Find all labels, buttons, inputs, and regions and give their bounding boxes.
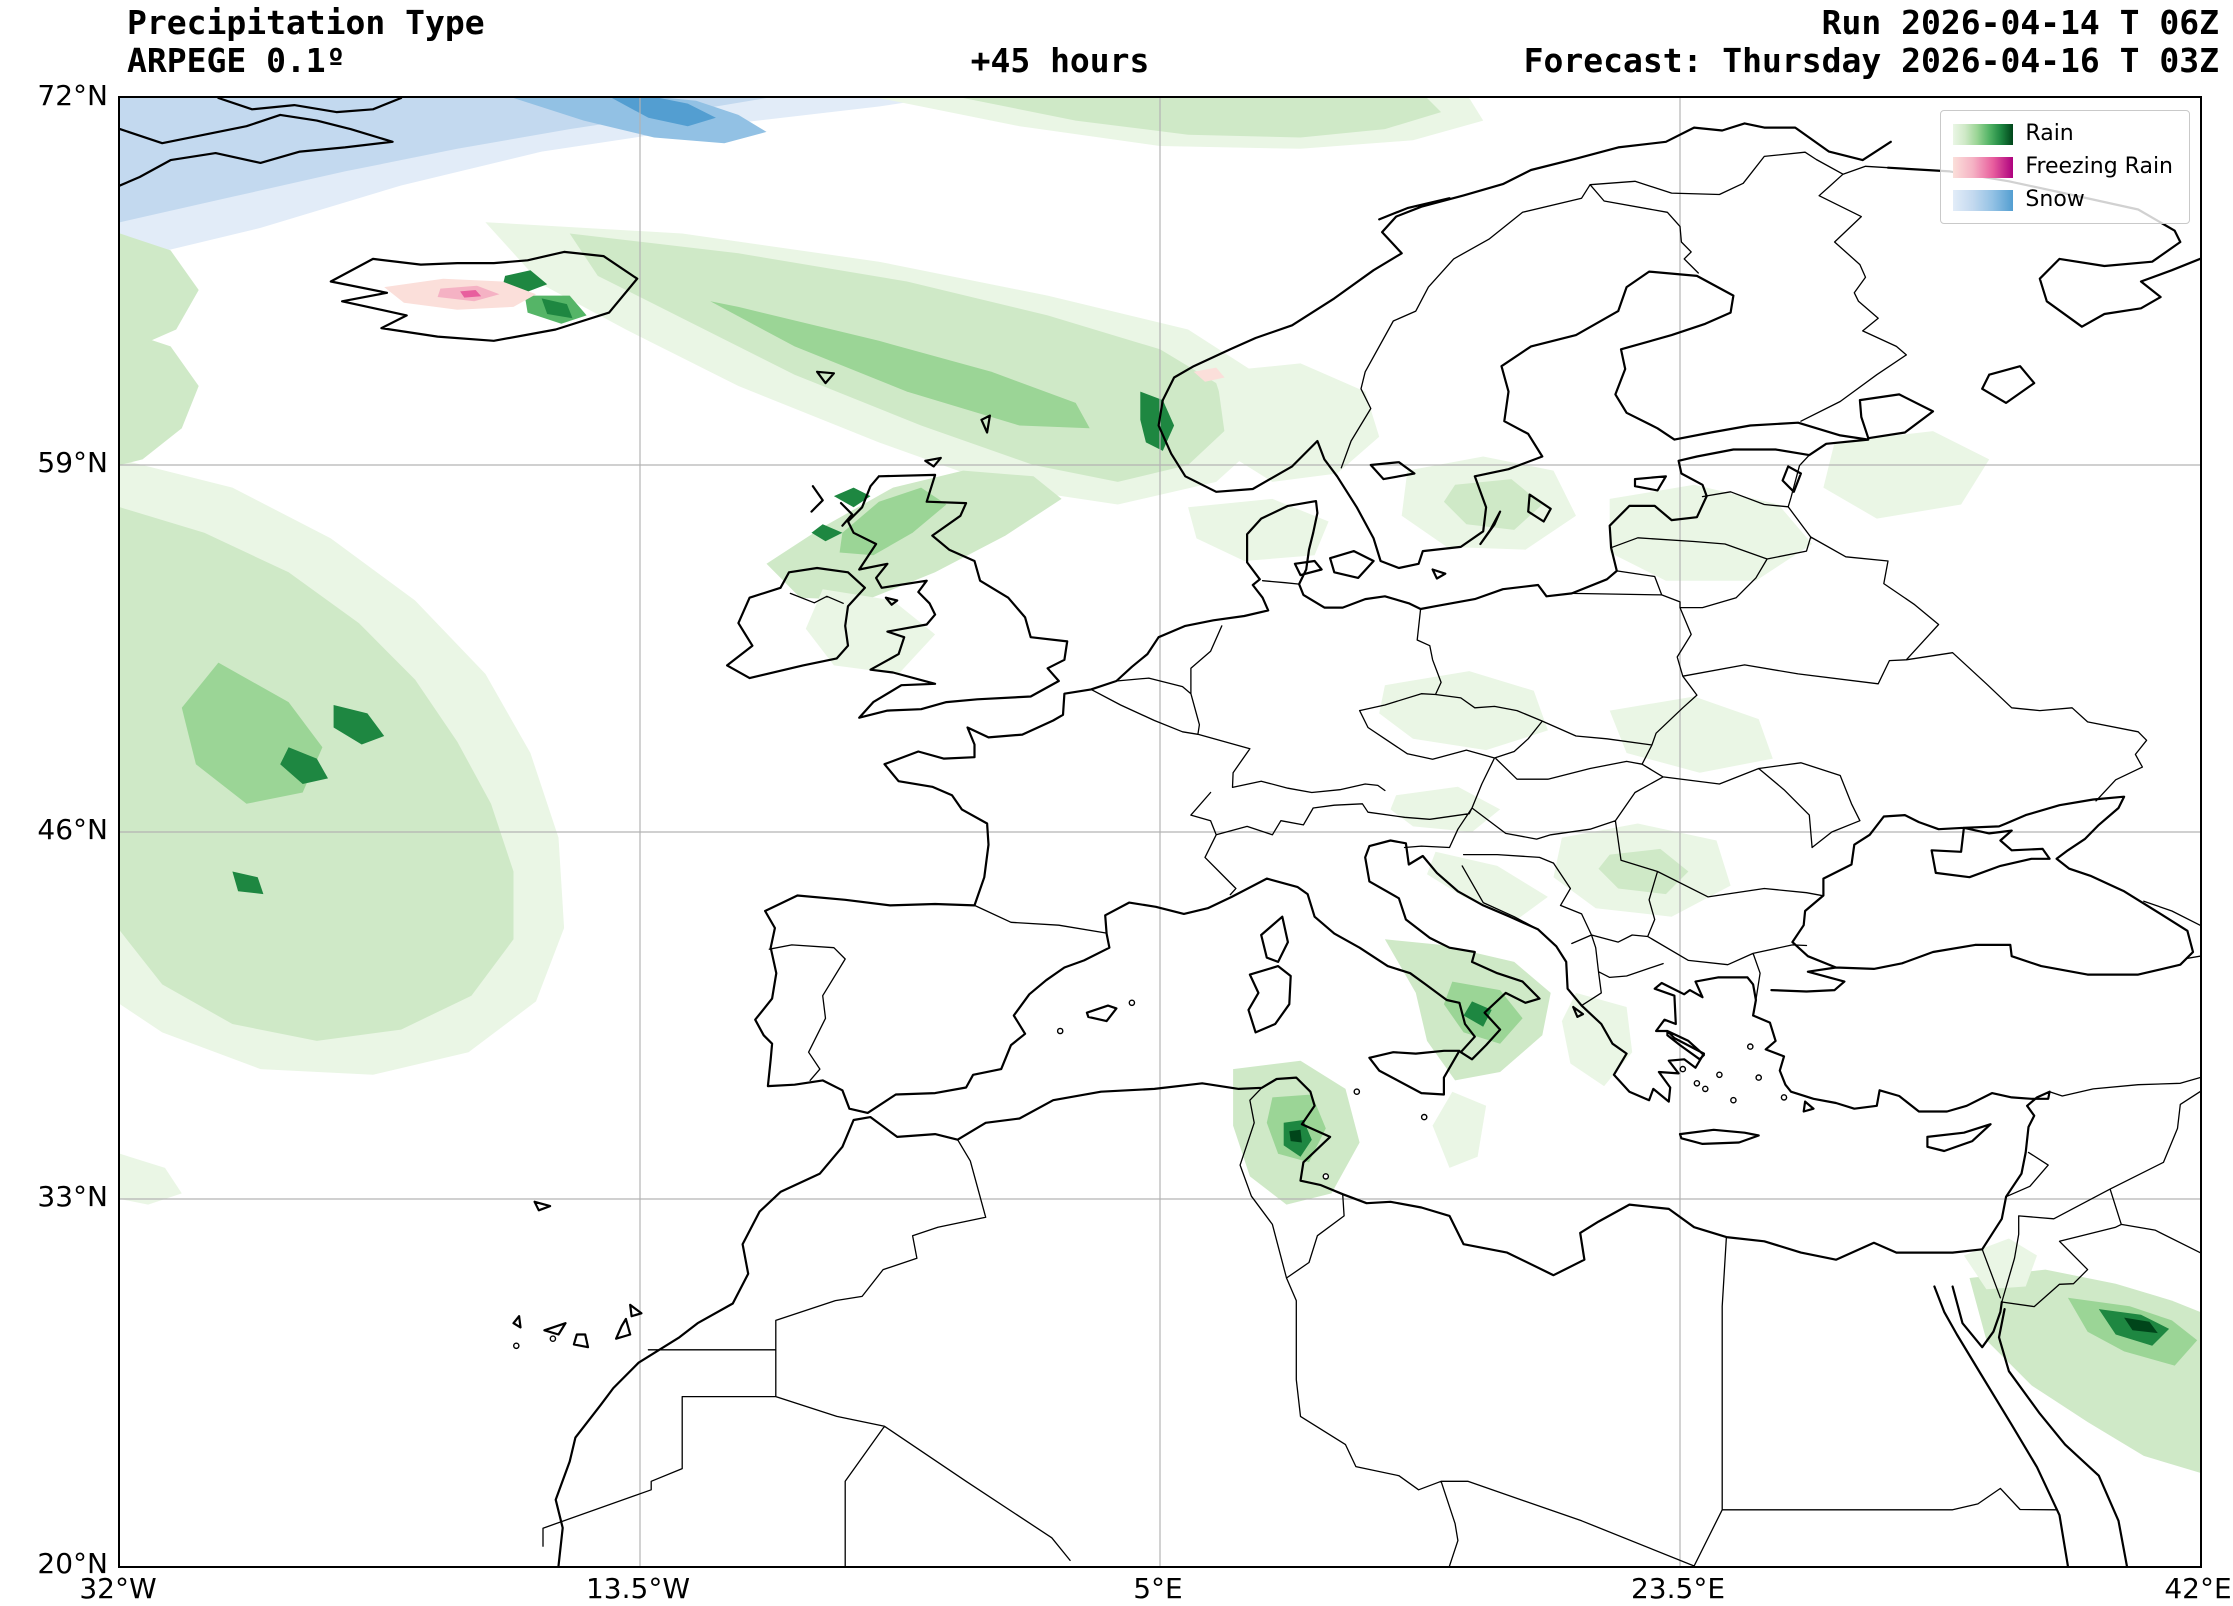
map-svg (120, 98, 2200, 1566)
model-name: ARPEGE 0.1º (127, 41, 346, 80)
rain-colorbar-icon (1953, 123, 2014, 145)
legend-entry-freezing_rain: Freezing Rain (1953, 154, 2173, 180)
map-legend: Rain Freezing Rain Snow (1940, 110, 2190, 224)
precip-area-rain (280, 747, 328, 784)
map-canvas: Rain Freezing Rain Snow (118, 96, 2202, 1568)
precip-area-rain (963, 98, 1442, 138)
precip-area-rain (833, 487, 871, 508)
island-dot (1420, 1113, 1428, 1121)
precipitation-layer (120, 98, 2200, 1473)
island-dot (1056, 1027, 1064, 1035)
freezing_rain-colorbar-icon (1953, 156, 2014, 178)
precip-area-rain (541, 298, 573, 319)
island-dot (1322, 1173, 1330, 1180)
precip-area-rain (1969, 1269, 2200, 1473)
island-dot (1747, 1043, 1754, 1050)
precip-area-rain (1379, 671, 1548, 751)
precip-area-rain (1216, 363, 1380, 482)
precip-area-rain (120, 1153, 182, 1205)
precip-area-rain (1188, 498, 1329, 561)
precip-area-snow (120, 98, 767, 223)
lon-tick-label: 32°W (79, 1572, 157, 1605)
legend-label-snow: Snow (2025, 187, 2085, 212)
lat-tick-label: 20°N (37, 1547, 108, 1580)
lon-tick-label: 42°E (2164, 1572, 2232, 1605)
lead-time-label: +45 hours (970, 41, 1150, 80)
precip-area-rain (1432, 1091, 1487, 1168)
figure-title: Precipitation Type (127, 3, 485, 42)
small-islands-layer (512, 999, 1788, 1350)
precip-area-rain (766, 470, 1062, 601)
lat-tick-label: 46°N (37, 813, 108, 846)
precip-area-rain (1140, 391, 1175, 451)
precip-area-rain (1289, 1129, 1302, 1143)
precip-area-snow (611, 98, 716, 127)
island-dot (549, 1335, 557, 1342)
legend-label-freezing_rain: Freezing Rain (2025, 154, 2173, 179)
precip-area-rain (333, 705, 385, 745)
lon-tick-label: 13.5°W (585, 1572, 691, 1605)
precip-area-rain (710, 301, 1090, 429)
precip-area-rain (2124, 1317, 2158, 1334)
precip-area-rain (1427, 851, 1548, 920)
precip-area-freezing_rain (460, 290, 482, 298)
island-dot (1679, 1065, 1687, 1073)
lat-tick-label: 72°N (37, 79, 108, 112)
lat-tick-label: 59°N (37, 446, 108, 479)
lat-tick-label: 33°N (37, 1180, 108, 1213)
country-borders-layer (542, 151, 2200, 1566)
island-dot (1702, 1085, 1709, 1093)
island-dot (1730, 1096, 1737, 1104)
island-dot (1128, 999, 1136, 1007)
precip-area-rain (1609, 696, 1773, 773)
precip-area-freezing_rain (1193, 367, 1225, 382)
island-dot (1353, 1088, 1361, 1096)
precip-area-rain (120, 233, 199, 350)
island-dot (1716, 1071, 1723, 1079)
legend-entry-snow: Snow (1953, 187, 2173, 213)
precip-area-rain (1390, 786, 1501, 832)
lon-tick-label: 5°E (1133, 1572, 1183, 1605)
forecast-valid-label: Forecast: Thursday 2026-04-16 T 03Z (1523, 41, 2219, 80)
legend-label-rain: Rain (2025, 121, 2074, 146)
precip-area-rain (1823, 431, 1990, 519)
precip-area-rain (805, 589, 936, 674)
precip-area-rain (1963, 1238, 2037, 1290)
run-info-label: Run 2026-04-14 T 06Z (1821, 3, 2219, 42)
precip-area-rain (232, 871, 264, 895)
graticule-layer (120, 98, 2200, 1566)
island-dot (1693, 1080, 1701, 1087)
precip-area-rain (120, 329, 199, 465)
precip-area-rain (1463, 1001, 1492, 1027)
lon-tick-label: 23.5°E (1630, 1572, 1726, 1605)
legend-entry-rain: Rain (1953, 121, 2173, 147)
island-dot (512, 1342, 520, 1350)
precip-area-rain (1443, 479, 1543, 530)
island-dot (1755, 1074, 1762, 1081)
snow-colorbar-icon (1953, 189, 2014, 211)
precip-area-rain (1609, 484, 1813, 581)
island-dot (1780, 1094, 1788, 1101)
coastline-layer (120, 98, 2200, 1566)
precip-area-rain (811, 524, 843, 542)
